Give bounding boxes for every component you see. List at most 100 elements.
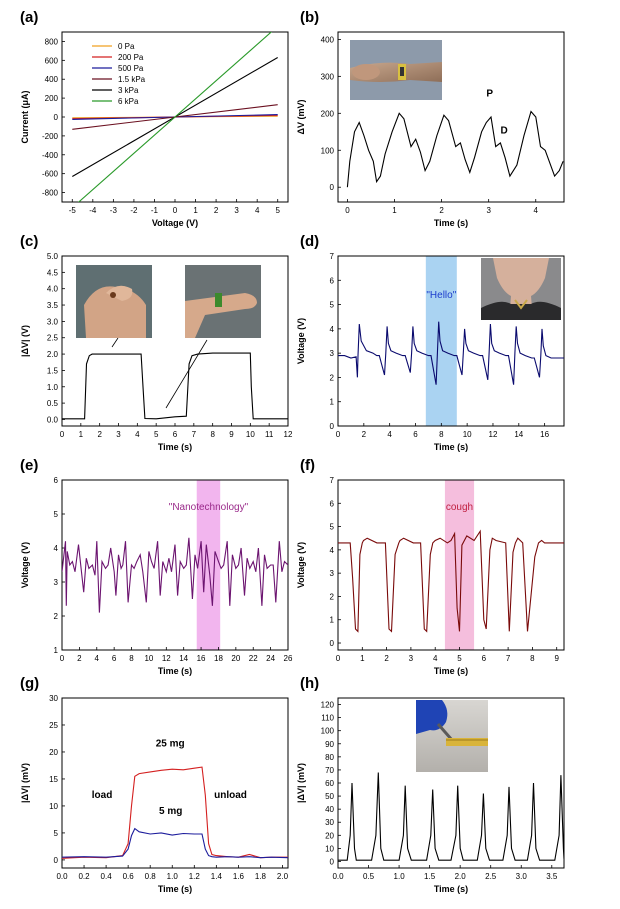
pointer-line <box>111 337 119 348</box>
label-25mg: 25 mg <box>156 739 185 750</box>
axes-frame <box>61 697 289 869</box>
finger-straight-photo <box>185 265 261 338</box>
x-axis-label: Voltage (V) <box>152 218 198 228</box>
x-tick-label: 0.6 <box>123 872 135 881</box>
x-tick-label: 10 <box>463 430 472 439</box>
y-tick-label: 400 <box>321 35 335 44</box>
x-tick-label: 3.5 <box>546 872 558 881</box>
label-unload: unload <box>214 790 247 801</box>
y-tick-label: 30 <box>49 694 58 703</box>
y-tick-label: 6 <box>330 499 335 508</box>
x-tick-label: 7 <box>506 654 511 663</box>
y-tick-label: 4 <box>330 325 335 334</box>
x-tick-label: 0 <box>173 206 178 215</box>
y-tick-label: 90 <box>325 740 334 749</box>
legend-entry: 500 Pa <box>118 64 144 73</box>
y-axis-label: Voltage (V) <box>296 318 306 364</box>
x-tick-label: 1.0 <box>394 872 406 881</box>
y-axis-label: Voltage (V) <box>20 542 30 588</box>
y-tick-label: 0 <box>330 857 335 866</box>
label-load: load <box>92 790 113 801</box>
dip-annotation: D <box>500 126 507 137</box>
series-line <box>346 110 564 188</box>
pen-press-photo <box>416 700 488 772</box>
y-tick-label: 5.0 <box>47 252 59 261</box>
highlight-label: "Hello" <box>426 290 456 301</box>
y-tick-label: -800 <box>42 189 59 198</box>
y-tick-label: 1 <box>54 646 59 655</box>
y-tick-label: 80 <box>325 753 334 762</box>
x-tick-label: 7 <box>192 430 197 439</box>
y-tick-label: 120 <box>321 701 335 710</box>
y-tick-label: 0 <box>330 639 335 648</box>
y-axis-label: Current (μA) <box>20 90 30 143</box>
finger-bent-photo <box>76 265 152 338</box>
x-tick-label: 2 <box>362 430 367 439</box>
x-tick-label: 2 <box>97 430 102 439</box>
panel-h: 0.0 0.5 1.0 1.5 2.0 2.5 3.0 3.5 0 10 20 30 40 50 60 70 8… <box>296 675 565 894</box>
y-axis-label: ΔV (mV) <box>296 100 306 135</box>
x-tick-label: 9 <box>229 430 234 439</box>
legend-entry: 6 kPa <box>118 97 139 106</box>
x-tick-label: 4 <box>534 206 539 215</box>
y-tick-label: 1 <box>330 398 335 407</box>
x-tick-label: 6 <box>173 430 178 439</box>
panel-label: (b) <box>300 9 319 26</box>
x-tick-label: 20 <box>231 654 240 663</box>
x-tick-label: 12 <box>489 430 498 439</box>
panel-f: 0 1 2 3 4 5 6 7 8 9 0 1 2 3 4 5 6 7 Time (s) Voltage (V) (f)… <box>296 457 565 676</box>
y-tick-label: 200 <box>45 94 59 103</box>
y-tick-label: 110 <box>321 714 334 723</box>
x-tick-label: 16 <box>197 654 206 663</box>
axes-frame <box>337 31 565 203</box>
x-tick-label: 1 <box>392 206 397 215</box>
x-tick-label: 4 <box>433 654 438 663</box>
x-tick-label: -1 <box>151 206 159 215</box>
x-tick-label: 6 <box>112 654 117 663</box>
y-tick-label: 0 <box>330 422 335 431</box>
x-tick-label: 14 <box>514 430 523 439</box>
x-tick-label: 4 <box>135 430 140 439</box>
x-axis-label: Time (s) <box>158 884 192 894</box>
y-tick-label: 300 <box>321 72 335 81</box>
x-tick-label: 2 <box>439 206 444 215</box>
y-tick-label: 7 <box>330 252 335 261</box>
neck-photo <box>481 258 561 320</box>
y-tick-label: 50 <box>325 792 334 801</box>
series-line <box>77 32 273 202</box>
y-tick-label: -600 <box>42 170 59 179</box>
x-tick-label: 11 <box>265 430 274 439</box>
y-tick-label: 4.5 <box>47 268 59 277</box>
x-tick-label: 2 <box>384 654 389 663</box>
x-axis-label: Time (s) <box>434 884 468 894</box>
x-tick-label: 6 <box>482 654 487 663</box>
x-tick-label: 0 <box>336 654 341 663</box>
x-tick-label: 0.0 <box>332 872 344 881</box>
y-tick-label: 4 <box>330 546 335 555</box>
legend-entry: 3 kPa <box>118 86 139 95</box>
x-axis-label: Time (s) <box>434 442 468 452</box>
y-tick-label: 1.5 <box>47 366 59 375</box>
y-tick-label: 5 <box>330 301 335 310</box>
x-tick-label: 14 <box>179 654 188 663</box>
x-tick-label: 10 <box>144 654 153 663</box>
x-tick-label: 0 <box>60 430 65 439</box>
panel-label: (f) <box>300 457 315 474</box>
y-tick-label: 15 <box>49 775 58 784</box>
y-tick-label: 100 <box>321 727 335 736</box>
axes-frame <box>337 255 565 427</box>
y-tick-label: 5 <box>330 523 335 532</box>
panel-label: (h) <box>300 675 319 692</box>
y-tick-label: 3.0 <box>47 317 59 326</box>
y-tick-label: 0.0 <box>47 415 59 424</box>
x-tick-label: 12 <box>162 654 171 663</box>
x-tick-label: 18 <box>214 654 223 663</box>
legend-entry: 0 Pa <box>118 42 135 51</box>
x-tick-label: 0.4 <box>101 872 113 881</box>
y-tick-label: 0.5 <box>47 399 59 408</box>
x-tick-label: 0.8 <box>145 872 157 881</box>
y-tick-label: 3.5 <box>47 301 59 310</box>
x-tick-label: 1.4 <box>211 872 223 881</box>
